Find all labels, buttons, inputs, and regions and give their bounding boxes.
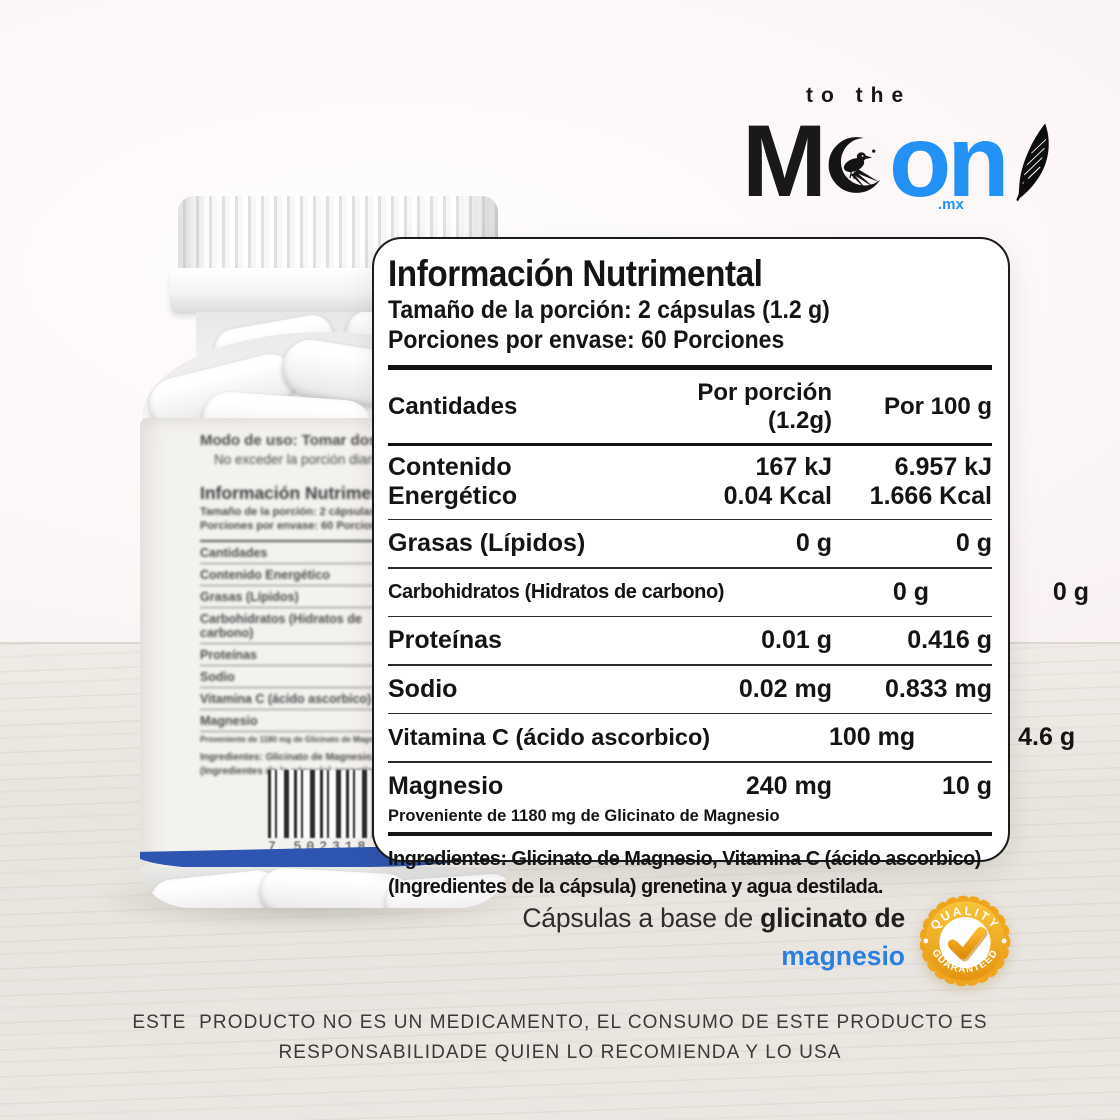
disclaimer-line2: RESPONSABILIDADE QUIEN LO RECOMIENDA Y L…	[278, 1042, 842, 1064]
brand-logo: to the M on	[742, 84, 1052, 213]
divider	[388, 664, 992, 666]
quality-guaranteed-badge: QUALITY GUARANTEED	[919, 895, 1011, 987]
table-row: Sodio 0.02 mg 0.833 mg	[388, 674, 992, 703]
product-tagline: Cápsulas a base de glicinato de magnesio	[385, 903, 905, 972]
tagline-bold: glicinato de	[760, 903, 905, 933]
divider	[388, 567, 992, 569]
serving-size: Tamaño de la porción: 2 cápsulas (1.2 g)	[388, 296, 830, 324]
col-per-100g: Por 100 g	[883, 393, 992, 420]
divider	[388, 832, 992, 836]
divider	[388, 443, 992, 446]
label-title: Información Nutrimental	[200, 483, 403, 503]
table-row: Carbohidratos (Hidratos de carbono) 0 g …	[388, 577, 1090, 606]
table-row: Vitamina C (ácido ascorbico) 100 mg 4.6 …	[388, 723, 1076, 752]
nutrition-panel: Información Nutrimental Tamaño de la por…	[372, 237, 1090, 898]
label-servings: Porciones por envase: 60 Porcione	[200, 520, 384, 532]
table-row: Magnesio 240 mg 10 g	[388, 772, 992, 801]
divider	[388, 518, 992, 521]
tagline-magnesio: magnesio	[781, 941, 905, 971]
label-table-row: Carbohidratos (Hidratos de carbono)	[200, 608, 500, 644]
col-amounts: Cantidades	[388, 393, 518, 420]
logo-domain-suffix: .mx	[938, 196, 964, 213]
panel-title: Información Nutrimental	[388, 253, 763, 294]
logo-letter-m: M	[742, 104, 827, 219]
table-header-row: Cantidades Por porción (1.2g) Por 100 g	[388, 370, 992, 443]
check-icon	[947, 926, 986, 960]
logo-letters-on: on	[888, 104, 1010, 219]
ingredients-text: Ingredientes: Glicinato de Magnesio, Vit…	[388, 847, 981, 898]
col-per-portion: Por porción (1.2g)	[697, 379, 832, 434]
crow-moon-icon	[828, 137, 886, 193]
label-serving-size: Tamaño de la porción: 2 cápsulas (1	[200, 506, 389, 518]
disclaimer: ESTE PRODUCTO NO ES UN MEDICAMENTO, EL C…	[0, 1008, 1120, 1068]
label-table-row: Grasas (Lípidos)	[200, 586, 500, 608]
logo-top-text: to the	[806, 84, 912, 107]
divider	[388, 761, 992, 764]
table-row-energy: Contenido Energético 167 kJ 0.04 Kcal 6.…	[388, 452, 992, 511]
label-usage-line: No exceder la porción diari	[214, 452, 375, 467]
disclaimer-line1: ESTE PRODUCTO NO ES UN MEDICAMENTO, EL C…	[132, 1012, 988, 1033]
divider	[388, 365, 992, 370]
feather-icon	[1016, 123, 1049, 201]
label-usage-line: Modo de uso: Tomar dos (	[200, 432, 387, 449]
servings-per-container: Porciones por envase: 60 Porciones	[388, 326, 785, 354]
divider	[388, 615, 992, 618]
magnesium-source-note: Proveniente de 1180 mg de Glicinato de M…	[388, 807, 780, 826]
label-note: Proveniente de 1180 mg de Glicinato de M…	[200, 735, 390, 744]
table-row: Proteínas 0.01 g 0.416 g	[388, 626, 992, 655]
table-row: Grasas (Lípidos) 0 g 0 g	[388, 529, 992, 558]
divider	[388, 712, 992, 715]
bottle-bottom	[140, 867, 508, 908]
label-table-row: Proteínas	[200, 644, 500, 666]
tagline-regular: Cápsulas a base de	[522, 903, 761, 933]
